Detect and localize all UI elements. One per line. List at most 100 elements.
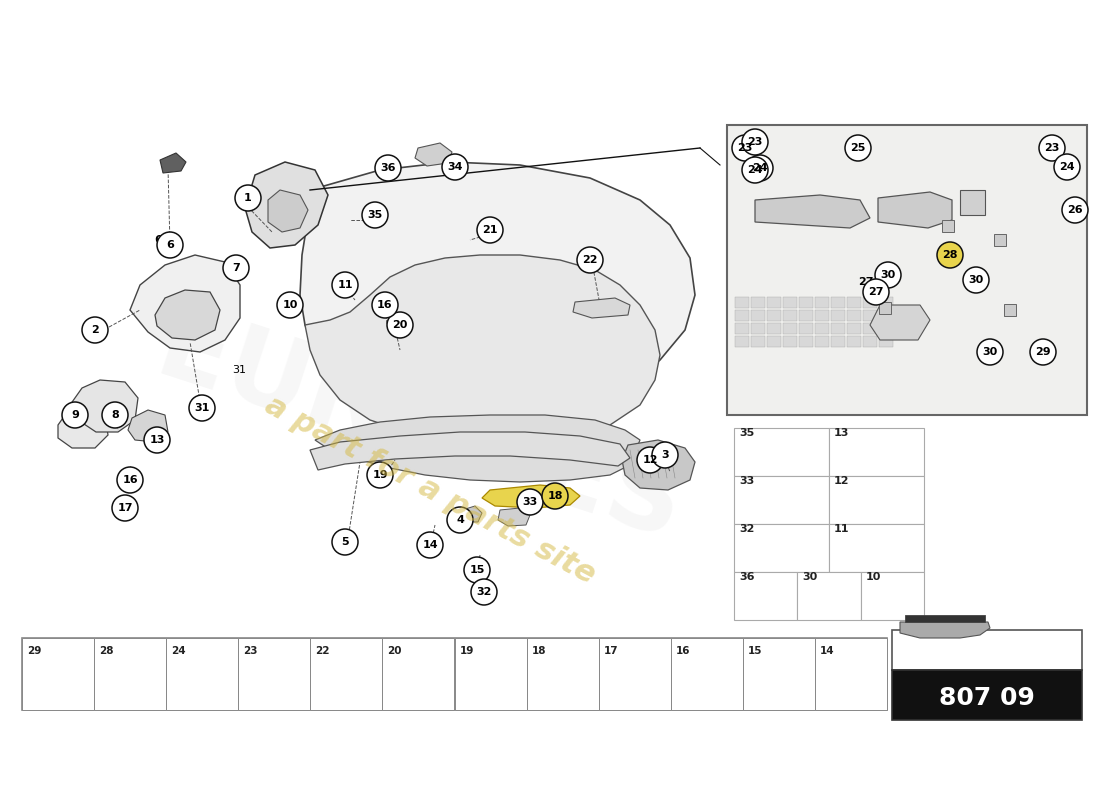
Text: 31: 31 bbox=[232, 365, 246, 375]
Text: 23: 23 bbox=[243, 646, 257, 656]
Circle shape bbox=[962, 267, 989, 293]
Circle shape bbox=[102, 402, 128, 428]
Circle shape bbox=[235, 185, 261, 211]
Text: 19: 19 bbox=[460, 646, 474, 656]
Text: 17: 17 bbox=[118, 503, 133, 513]
Circle shape bbox=[464, 557, 490, 583]
Bar bbox=[767, 323, 781, 334]
Text: 25: 25 bbox=[850, 143, 866, 153]
Bar bbox=[847, 323, 861, 334]
Text: 20: 20 bbox=[387, 646, 402, 656]
Polygon shape bbox=[245, 162, 328, 248]
Text: 21: 21 bbox=[482, 225, 497, 235]
Text: 36: 36 bbox=[381, 163, 396, 173]
Text: 29: 29 bbox=[1035, 347, 1050, 357]
Bar bbox=[783, 297, 798, 308]
Circle shape bbox=[447, 507, 473, 533]
Bar bbox=[864, 323, 877, 334]
Polygon shape bbox=[994, 234, 1006, 246]
Text: 24: 24 bbox=[1059, 162, 1075, 172]
Bar bbox=[751, 323, 764, 334]
FancyBboxPatch shape bbox=[310, 638, 383, 710]
Bar bbox=[783, 336, 798, 347]
Circle shape bbox=[332, 272, 358, 298]
Text: 10: 10 bbox=[283, 300, 298, 310]
Polygon shape bbox=[960, 190, 984, 215]
Bar bbox=[864, 297, 877, 308]
FancyBboxPatch shape bbox=[383, 638, 454, 710]
Polygon shape bbox=[870, 305, 930, 340]
Text: 807 09: 807 09 bbox=[939, 686, 1035, 710]
Text: 35: 35 bbox=[739, 428, 755, 438]
Text: 30: 30 bbox=[968, 275, 983, 285]
Text: 24: 24 bbox=[752, 163, 768, 173]
Text: 26: 26 bbox=[1067, 205, 1082, 215]
Text: 33: 33 bbox=[522, 497, 538, 507]
Polygon shape bbox=[879, 302, 891, 314]
Polygon shape bbox=[226, 260, 239, 276]
Text: 12: 12 bbox=[642, 455, 658, 465]
Text: a part for a parts site: a part for a parts site bbox=[260, 390, 601, 590]
Bar bbox=[767, 310, 781, 321]
Text: 11: 11 bbox=[834, 524, 849, 534]
Bar bbox=[879, 310, 893, 321]
Text: 23: 23 bbox=[747, 137, 762, 147]
FancyBboxPatch shape bbox=[527, 638, 598, 710]
FancyBboxPatch shape bbox=[734, 428, 829, 476]
Text: 8: 8 bbox=[111, 410, 119, 420]
Bar bbox=[830, 336, 845, 347]
Text: 35: 35 bbox=[367, 210, 383, 220]
Text: 31: 31 bbox=[195, 403, 210, 413]
Circle shape bbox=[652, 442, 678, 468]
FancyBboxPatch shape bbox=[166, 638, 239, 710]
Circle shape bbox=[144, 427, 170, 453]
Circle shape bbox=[578, 247, 603, 273]
FancyBboxPatch shape bbox=[798, 572, 860, 620]
Bar bbox=[815, 323, 829, 334]
FancyBboxPatch shape bbox=[892, 670, 1082, 720]
FancyBboxPatch shape bbox=[671, 638, 742, 710]
Text: 6: 6 bbox=[166, 240, 174, 250]
FancyBboxPatch shape bbox=[742, 638, 815, 710]
Polygon shape bbox=[130, 255, 240, 352]
Bar bbox=[783, 323, 798, 334]
Bar bbox=[815, 297, 829, 308]
Text: 34: 34 bbox=[448, 162, 463, 172]
Text: 22: 22 bbox=[316, 646, 330, 656]
Polygon shape bbox=[155, 290, 220, 340]
Text: 13: 13 bbox=[834, 428, 849, 438]
Text: 12: 12 bbox=[834, 476, 849, 486]
Circle shape bbox=[62, 402, 88, 428]
FancyBboxPatch shape bbox=[829, 428, 924, 476]
Bar bbox=[879, 336, 893, 347]
Polygon shape bbox=[878, 192, 952, 228]
Circle shape bbox=[747, 155, 773, 181]
Polygon shape bbox=[942, 220, 954, 232]
Polygon shape bbox=[462, 506, 482, 522]
Bar bbox=[799, 310, 813, 321]
Polygon shape bbox=[305, 255, 660, 447]
Text: 23: 23 bbox=[737, 143, 752, 153]
Text: 13: 13 bbox=[150, 435, 165, 445]
Circle shape bbox=[189, 395, 214, 421]
Text: 18: 18 bbox=[548, 491, 563, 501]
Text: 3: 3 bbox=[661, 450, 669, 460]
Text: EUROPES: EUROPES bbox=[144, 298, 695, 562]
Text: 22: 22 bbox=[582, 255, 597, 265]
Text: 24: 24 bbox=[747, 165, 762, 175]
FancyBboxPatch shape bbox=[95, 638, 166, 710]
Polygon shape bbox=[128, 410, 168, 442]
Bar bbox=[815, 336, 829, 347]
Circle shape bbox=[417, 532, 443, 558]
Bar bbox=[847, 310, 861, 321]
Circle shape bbox=[1062, 197, 1088, 223]
Text: 30: 30 bbox=[802, 572, 817, 582]
Circle shape bbox=[471, 579, 497, 605]
Text: 11: 11 bbox=[338, 280, 353, 290]
FancyBboxPatch shape bbox=[734, 572, 798, 620]
Circle shape bbox=[845, 135, 871, 161]
Text: 4: 4 bbox=[456, 515, 464, 525]
Circle shape bbox=[864, 279, 889, 305]
Text: 32: 32 bbox=[739, 524, 755, 534]
Circle shape bbox=[82, 317, 108, 343]
